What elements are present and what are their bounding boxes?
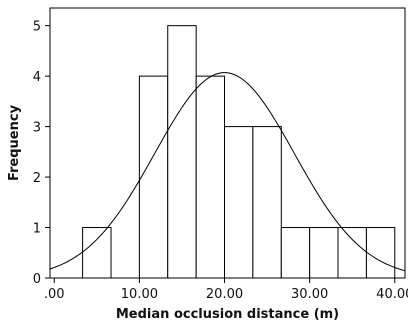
x-tick-label: .00	[44, 287, 65, 302]
y-tick-label: 2	[33, 171, 41, 186]
x-tick-label: 20.00	[206, 287, 243, 302]
histogram-bar	[167, 25, 197, 279]
y-tick-label: 0	[33, 272, 41, 287]
x-tick-label: 10.00	[121, 287, 158, 302]
histogram-bar	[138, 75, 169, 279]
histogram-bar	[252, 126, 282, 279]
x-axis-title: Median occlusion distance (m)	[116, 307, 339, 322]
y-tick-label: 3	[33, 121, 41, 136]
y-axis-ticks: 0 1 2 3 4 5	[33, 20, 50, 287]
histogram-bars	[82, 25, 396, 279]
histogram-bar	[309, 227, 339, 279]
histogram-bar	[337, 227, 367, 279]
histogram-bar	[224, 126, 254, 279]
y-axis-title: Frequency	[7, 104, 22, 181]
y-tick-label: 4	[33, 70, 41, 85]
histogram-bar	[365, 227, 396, 279]
x-tick-label: 40.00	[376, 287, 408, 302]
x-axis-ticks: .00 10.00 20.00 30.00 40.00	[44, 278, 408, 302]
plot-frame	[49, 7, 406, 279]
histogram-bar	[82, 227, 112, 279]
histogram-bar	[280, 227, 311, 279]
y-tick-label: 5	[33, 20, 41, 35]
histogram-bar	[195, 75, 226, 279]
y-tick-label: 1	[33, 222, 41, 237]
x-tick-label: 30.00	[291, 287, 328, 302]
normal-curve	[49, 72, 406, 272]
